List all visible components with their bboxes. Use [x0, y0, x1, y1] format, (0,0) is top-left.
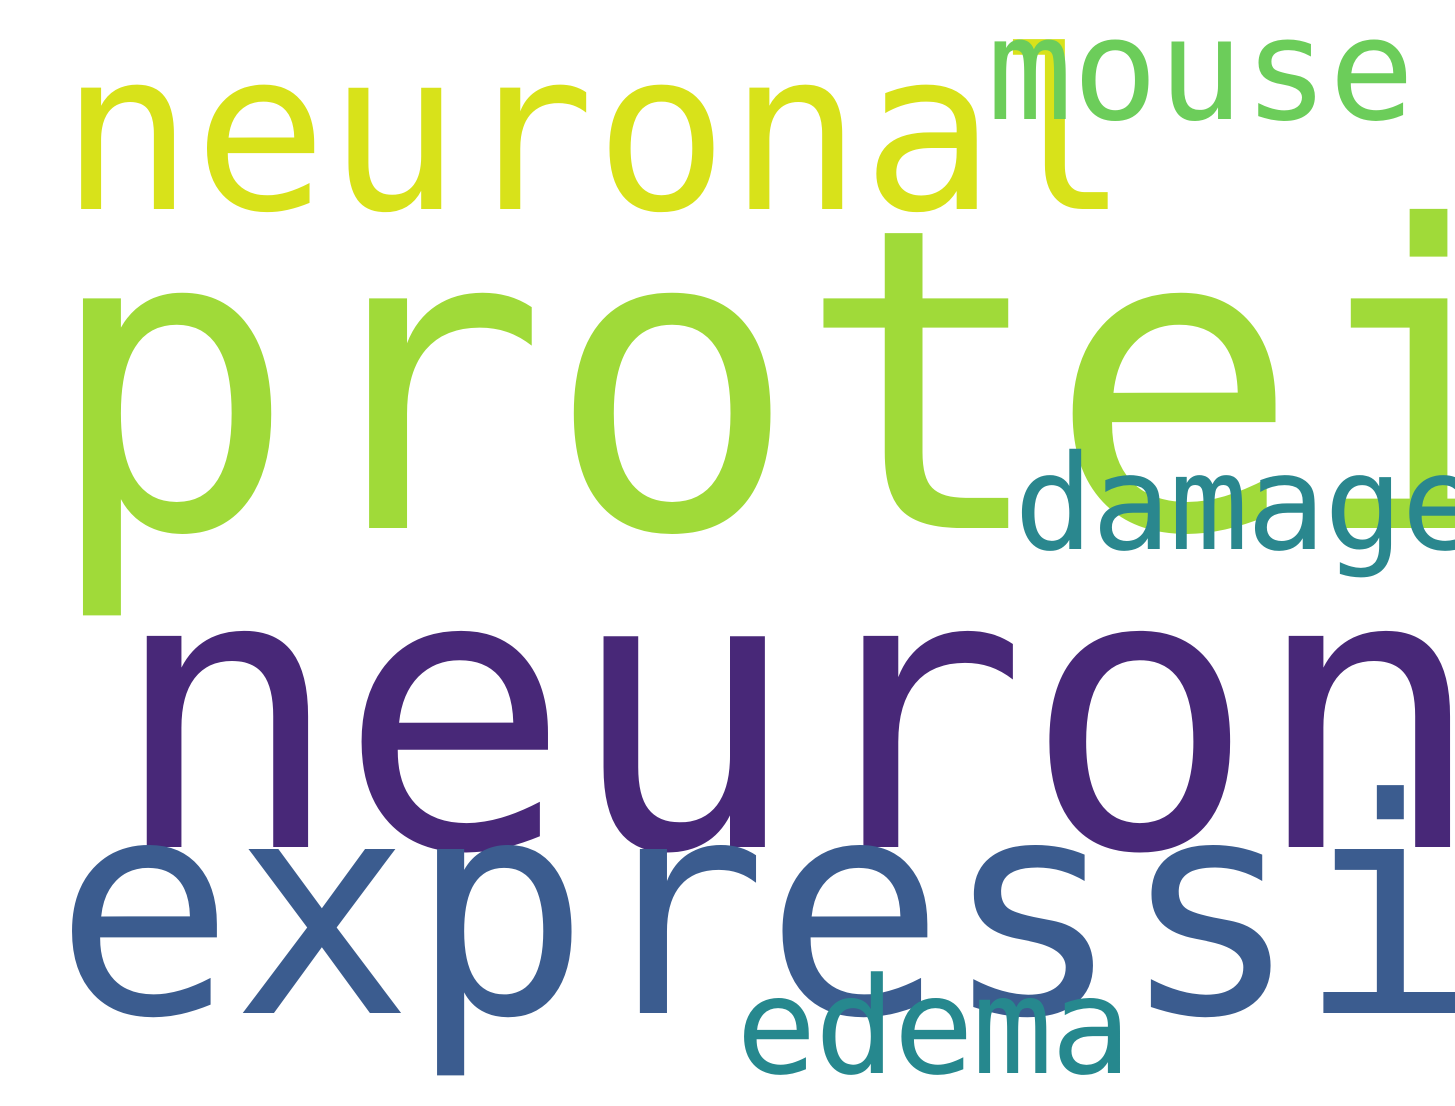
word-damage: damage: [1014, 427, 1455, 581]
word-protein: protein: [44, 139, 1455, 628]
word-neuronal: neuronal: [60, 4, 1130, 262]
word-neuron: neuron: [110, 490, 1455, 939]
word-expression: expression: [54, 735, 1455, 1084]
word-mouse: mouse: [987, 0, 1415, 153]
word-edema: edema: [736, 949, 1131, 1105]
